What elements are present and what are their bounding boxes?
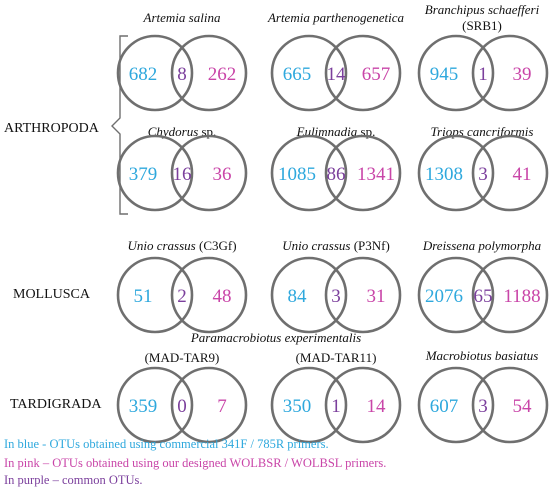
venn-common-value: 86 [327,164,346,185]
venn-left-circle [116,366,194,444]
venn-title: Unio crassus (P3Nf) [282,238,390,253]
venn-right-circle [170,134,248,212]
venn-left-circle [270,256,348,334]
venn-right-value: 1341 [357,164,395,185]
venn-subtitle: (SRB1) [462,18,502,33]
venn-title: Macrobiotus basiatus [425,348,539,363]
venn-right-value: 1188 [503,286,540,307]
venn-left-value: 682 [129,64,158,85]
venn-left-value: 2076 [425,286,463,307]
venn-right-value: 262 [208,64,237,85]
legend-pink: In pink – OTUs obtained using our design… [4,456,386,470]
venn-diagram: Branchipus schaefferi (SRB1) 945 1 39 [417,2,549,112]
group-label-arthropoda: ARTHROPODA [4,121,100,136]
venn-left-value: 1085 [278,164,316,185]
venn-diagram: (MAD-TAR11) 350 1 14 [270,350,402,444]
venn-title: Dreissena polymorpha [422,238,542,253]
venn-right-value: 7 [217,396,227,417]
venn-common-value: 8 [177,64,187,85]
shared-title: Paramacrobiotus experimentalis [190,330,361,345]
venn-left-circle [270,366,348,444]
venn-left-value: 51 [134,286,153,307]
venn-right-value: 657 [362,64,391,85]
venn-right-value: 31 [367,286,386,307]
venn-common-value: 3 [478,164,488,185]
venn-common-value: 1 [478,64,488,85]
venn-right-circle [324,256,402,334]
venn-right-circle [170,256,248,334]
group-label-mollusca: MOLLUSCA [13,287,91,302]
venn-right-value: 14 [367,396,387,417]
venn-left-circle [417,34,495,112]
venn-left-circle [417,134,495,212]
venn-right-circle [170,366,248,444]
venn-right-circle [471,366,549,444]
venn-common-value: 3 [478,396,488,417]
group-label-tardigrada: TARDIGRADA [10,397,102,412]
venn-right-value: 54 [513,396,533,417]
venn-right-circle [471,134,549,212]
venn-diagram: Unio crassus (C3Gf) 51 2 48 [116,238,248,334]
arthropoda-bracket [111,35,128,215]
venn-common-value: 3 [331,286,341,307]
legend-blue: In blue - OTUs obtained using commercial… [4,437,329,451]
venn-right-value: 48 [213,286,232,307]
venn-subtitle: (MAD-TAR11) [296,350,377,365]
venn-title: Artemia parthenogenetica [267,10,405,25]
venn-diagram: Eulimnadia sp. 1085 86 1341 [270,124,402,212]
venn-right-circle [324,366,402,444]
venn-left-value: 607 [430,396,459,417]
venn-common-value: 0 [177,396,187,417]
venn-left-circle [417,256,495,334]
venn-diagram: Unio crassus (P3Nf) 84 3 31 [270,238,402,334]
venn-common-value: 16 [173,164,192,185]
venn-right-value: 41 [513,164,532,185]
venn-right-circle [471,34,549,112]
venn-diagram: (MAD-TAR9) 359 0 7 [116,350,248,444]
venn-common-value: 2 [177,286,187,307]
legend-purple: In purple – common OTUs. [4,473,143,487]
venn-right-circle [324,34,402,112]
venn-diagram: Artemia parthenogenetica 665 14 657 [267,10,405,112]
venn-right-value: 36 [213,164,232,185]
venn-left-value: 350 [283,396,312,417]
venn-right-value: 39 [513,64,532,85]
venn-left-value: 945 [430,64,459,85]
venn-left-circle [417,366,495,444]
venn-diagram: Dreissena polymorpha 2076 65 1188 [417,238,549,334]
venn-right-circle [324,134,402,212]
venn-title: Artemia salina [143,10,221,25]
venn-left-value: 379 [129,164,158,185]
venn-left-circle [270,134,348,212]
venn-diagram: Chydorus sp. 379 16 36 [116,124,248,212]
venn-left-value: 665 [283,64,312,85]
venn-subtitle: (MAD-TAR9) [145,350,220,365]
venn-common-value: 65 [474,286,493,307]
venn-title: Unio crassus (C3Gf) [127,238,236,253]
venn-left-value: 1308 [425,164,463,185]
venn-left-value: 359 [129,396,158,417]
venn-right-circle [170,34,248,112]
venn-left-circle [270,34,348,112]
venn-left-value: 84 [288,286,308,307]
venn-left-circle [116,256,194,334]
venn-left-circle [116,34,194,112]
venn-common-value: 14 [327,64,347,85]
venn-diagram: Triops cancriformis 1308 3 41 [417,124,549,212]
venn-diagram: Macrobiotus basiatus 607 3 54 [417,348,549,444]
venn-title: Branchipus schaefferi [425,2,540,17]
venn-diagram: Artemia salina 682 8 262 [116,10,248,112]
venn-right-circle [471,256,549,334]
venn-common-value: 1 [331,396,341,417]
venn-left-circle [116,134,194,212]
